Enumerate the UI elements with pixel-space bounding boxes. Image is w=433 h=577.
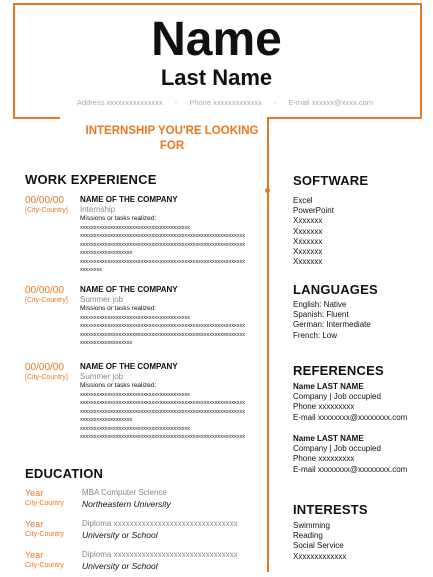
- education-school: University or School: [82, 561, 158, 571]
- job-line: xxxxxxxx: [80, 267, 102, 273]
- job-line: xxxxxxxxxxxxxxxxxxxxxxxxxxxxxxxxxxxxxxxx…: [80, 323, 245, 329]
- job-line: xxxxxxxxxxxxxxxxxxx: [80, 417, 133, 423]
- job-line: xxxxxxxxxxxxxxxxxxxxxxxxxxxxxxxxxxxxxxxx: [80, 425, 190, 432]
- job-company: NAME OF THE COMPANY: [80, 285, 178, 294]
- reference-company: Company | Job occupied: [293, 392, 381, 402]
- job-missions-label: Missions or tasks realized:: [80, 382, 157, 389]
- list-item: PowerPoint: [293, 206, 334, 216]
- list-item: English: Native: [293, 300, 347, 309]
- header-frame-bottom-right: [267, 117, 422, 119]
- internship-line-1: INTERNSHIP YOU'RE LOOKING: [85, 125, 259, 137]
- email: E-mail xxxxxx@xxxx.com: [288, 98, 374, 107]
- job-missions-label: Missions or tasks realized:: [80, 215, 157, 222]
- reference-entry: Name LAST NAME Company | Job occupied Ph…: [293, 382, 407, 423]
- education-city: City-Country: [25, 562, 64, 569]
- list-item: Social Service: [293, 541, 344, 551]
- job-company: NAME OF THE COMPANY: [80, 195, 178, 204]
- work-experience-title: WORK EXPERIENCE: [25, 172, 157, 187]
- contact-line: Address xxxxxxxxxxxxxxx - Phone xxxxxxxxxx…: [60, 98, 390, 107]
- divider-dot: [265, 188, 270, 193]
- internship-title: INTERNSHIP YOU'RE LOOKING FOR: [72, 124, 272, 154]
- reference-email: E-mail xxxxxxxx@xxxxxxxx.com: [293, 464, 408, 474]
- list-item: Xxxxxxxxxxxxx: [293, 551, 347, 561]
- job-line: xxxxxxxxxxxxxxxxxxx: [80, 340, 133, 346]
- list-item: Excel: [293, 196, 313, 205]
- education-degree: Diploma xxxxxxxxxxxxxxxxxxxxxxxxxxxxxxx: [82, 550, 238, 559]
- job-line: xxxxxxxxxxxxxxxxxxxxxxxxxxxxxxxxxxxxxxxx…: [80, 233, 245, 239]
- job-line: xxxxxxxxxxxxxxxxxxx: [80, 250, 133, 256]
- job-date: 00/00/00: [25, 285, 64, 296]
- last-name: Last Name: [160, 65, 273, 90]
- job-role: Summer job: [80, 372, 124, 381]
- first-name: Name: [151, 13, 282, 66]
- job-line: xxxxxxxxxxxxxxxxxxxxxxxxxxxxxxxxxxxxxxxx: [80, 391, 190, 398]
- list-item: Reading: [293, 531, 323, 541]
- education-city: City-Country: [25, 500, 64, 507]
- job-line: xxxxxxxxxxxxxxxxxxxxxxxxxxxxxxxxxxxxxxxx…: [80, 331, 245, 338]
- list-item: Xxxxxxx: [293, 226, 323, 236]
- job-line: xxxxxxxxxxxxxxxxxxxxxxxxxxxxxxxxxxxxxxxx…: [80, 241, 245, 248]
- education-school: University or School: [82, 530, 158, 540]
- reference-email: E-mail xxxxxxxx@xxxxxxxx.com: [293, 412, 408, 422]
- education-year: Year: [25, 550, 44, 560]
- job-line: xxxxxxxxxxxxxxxxxxxxxxxxxxxxxxxxxxxxxxxx…: [80, 258, 245, 265]
- list-item: Xxxxxxx: [293, 247, 323, 257]
- software-title: SOFTWARE: [293, 173, 369, 188]
- list-item: Swimming: [293, 521, 330, 530]
- education-title: EDUCATION: [25, 466, 104, 481]
- reference-company: Company | Job occupied: [293, 444, 381, 454]
- job-date: 00/00/00: [25, 195, 64, 206]
- job-role: Summer job: [80, 295, 124, 304]
- job-city: [City-Country]: [25, 297, 68, 304]
- education-degree: Diploma xxxxxxxxxxxxxxxxxxxxxxxxxxxxxxx: [82, 519, 238, 528]
- header-frame-right: [420, 3, 422, 119]
- phone: Phone xxxxxxxxxxxxx: [189, 98, 262, 107]
- job-line: xxxxxxxxxxxxxxxxxxxxxxxxxxxxxxxxxxxxxxxx: [80, 224, 190, 231]
- separator: -: [174, 98, 178, 107]
- list-item: Spanish: Fluent: [293, 310, 349, 320]
- job-date: 00/00/00: [25, 362, 64, 373]
- job-role: Internship: [80, 205, 116, 214]
- reference-phone: Phone xxxxxxxxx: [293, 454, 355, 464]
- job-body: NAME OF THE COMPANY Summer job Missions …: [80, 285, 265, 348]
- separator: -: [273, 98, 277, 107]
- job-body: NAME OF THE COMPANY Internship Missions …: [80, 195, 265, 275]
- education-year: Year: [25, 488, 44, 498]
- interests-list: Swimming Reading Social Service Xxxxxxxx…: [293, 521, 346, 562]
- job-line: xxxxxxxxxxxxxxxxxxxxxxxxxxxxxxxxxxxxxxxx…: [80, 408, 245, 415]
- interests-title: INTERESTS: [293, 502, 368, 517]
- languages-list: English: Native Spanish: Fluent German: …: [293, 300, 371, 341]
- list-item: Xxxxxxx: [293, 236, 323, 246]
- job-city: [City-Country]: [25, 207, 68, 214]
- languages-title: LANGUAGES: [293, 282, 378, 297]
- education-degree: MBA Computer Science: [82, 488, 167, 497]
- education-year: Year: [25, 519, 44, 529]
- header-frame-top: [13, 3, 422, 5]
- reference-name: Name LAST NAME: [293, 382, 364, 391]
- job-line: xxxxxxxxxxxxxxxxxxxxxxxxxxxxxxxxxxxxxxxx…: [80, 400, 245, 406]
- list-item: German: Intermediate: [293, 320, 371, 330]
- job-body: NAME OF THE COMPANY Summer job Missions …: [80, 362, 265, 442]
- internship-line-2: FOR: [159, 140, 185, 152]
- job-line: xxxxxxxxxxxxxxxxxxxxxxxxxxxxxxxxxxxxxxxx…: [80, 434, 245, 440]
- education-city: City-Country: [25, 531, 64, 538]
- column-divider: [267, 117, 269, 572]
- job-missions-label: Missions or tasks realized:: [80, 305, 157, 312]
- job-line: xxxxxxxxxxxxxxxxxxxxxxxxxxxxxxxxxxxxxxxx: [80, 314, 190, 321]
- reference-entry: Name LAST NAME Company | Job occupied Ph…: [293, 434, 407, 475]
- job-company: NAME OF THE COMPANY: [80, 362, 178, 371]
- reference-phone: Phone xxxxxxxxx: [293, 402, 355, 412]
- header-frame-bottom-left: [13, 117, 60, 119]
- reference-name: Name LAST NAME: [293, 434, 364, 443]
- list-item: Xxxxxxx: [293, 257, 323, 267]
- education-school: Northeastern University: [82, 499, 171, 509]
- address: Address xxxxxxxxxxxxxxx: [76, 98, 163, 107]
- software-list: Excel PowerPoint Xxxxxxx Xxxxxxx Xxxxxxx…: [293, 196, 334, 267]
- job-city: [City-Country]: [25, 374, 68, 381]
- list-item: Xxxxxxx: [293, 216, 323, 226]
- header-frame-left: [13, 3, 15, 119]
- references-title: REFERENCES: [293, 363, 384, 378]
- list-item: French: Low: [293, 330, 338, 340]
